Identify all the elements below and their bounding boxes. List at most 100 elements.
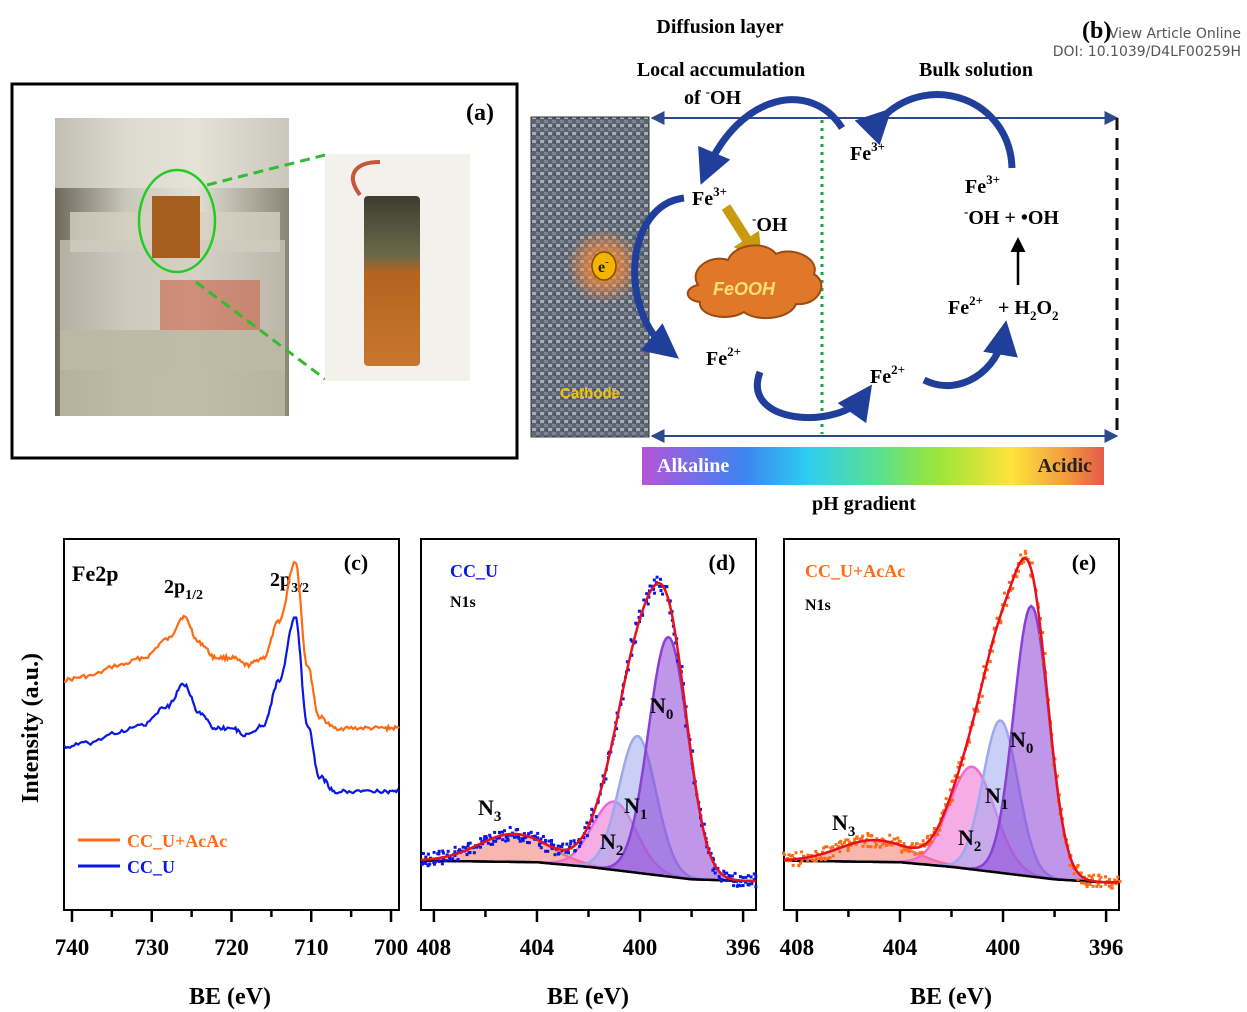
data-point [475,845,479,849]
data-point [859,837,862,841]
data-point [846,846,850,850]
data-point [486,841,490,845]
data-point [529,830,533,834]
data-point [556,844,560,848]
data-point [838,850,842,854]
data-point [433,862,436,866]
data-point [544,838,547,842]
data-point [553,853,557,857]
chart-e-subtitle: N1s [805,597,831,614]
data-point [1076,878,1080,882]
data-point [465,853,469,857]
data-point [1076,863,1080,867]
data-point [684,724,688,728]
chart-d-plot [420,575,758,889]
data-point [645,592,649,596]
data-point [806,858,810,862]
data-point [550,839,554,842]
peak-label-2p12: 2p1/2 [164,576,203,603]
chart-d-title: CC_U [450,561,498,581]
data-point [791,863,795,867]
data-point [794,851,798,855]
data-point [625,660,629,664]
data-point [561,842,565,846]
data-point [787,853,791,857]
data-point [1041,631,1045,635]
series-line-cc-u [63,616,400,795]
data-point [907,850,911,853]
background-line [421,859,756,883]
data-point [648,584,652,588]
data-point [432,860,436,864]
data-point [604,777,608,781]
data-point [479,837,483,841]
data-point [1071,866,1075,870]
x-tick-label: 408 [780,935,815,960]
legend-label-cc-u-acac: CC_U+AcAc [127,831,227,851]
data-point [585,821,589,825]
component-fill-n2 [784,766,1119,883]
x-tick-label: 740 [55,935,90,960]
data-point [494,839,498,843]
data-point [948,788,952,792]
data-point [547,839,551,843]
local-accumulation-line2: of -OH [684,84,742,109]
data-point [951,798,955,802]
data-point [866,832,870,835]
data-point [996,616,1000,620]
chart-c-title: Fe2p [72,561,118,586]
data-point [1079,871,1083,875]
data-point [466,842,470,846]
data-point [587,826,591,830]
data-point [736,883,740,887]
chart-e-label-n1: N1 [985,783,1008,813]
chart-e-label-n3: N3 [832,810,855,840]
data-point [492,839,496,843]
data-point [1110,886,1114,890]
data-point [1079,881,1083,885]
watermark-doi[interactable]: DOI: 10.1039/D4LF00259H [1052,44,1241,60]
data-point [957,776,961,780]
data-point [990,649,994,653]
data-point [582,836,586,840]
data-point [726,878,729,882]
data-point [992,626,996,630]
data-point [1009,588,1013,592]
data-point [482,838,486,842]
data-point [424,855,428,859]
data-point [732,884,736,888]
data-point [1097,873,1101,877]
electron [591,251,617,281]
chart-d-subtitle: N1s [450,594,476,611]
data-point [466,844,470,848]
chart-e-xlabel: BE (eV) [910,984,992,1010]
data-point [498,836,501,840]
data-point [975,707,979,711]
data-point [866,845,870,848]
x-tick-label: 404 [520,935,555,960]
data-point [723,871,727,875]
data-point [841,844,844,848]
chart-e-title: CC_U+AcAc [805,561,905,581]
fe2-label-1: Fe2+ [706,344,741,370]
diffusion-layer-label: Diffusion layer [656,16,783,38]
data-point [782,851,785,855]
panel-b: Diffusion layer Local accumulation of -O… [530,16,1119,515]
data-point [731,874,734,878]
data-point [810,858,814,862]
data-point [1099,875,1103,879]
data-point [1022,560,1026,564]
chart-d-x-ticks: 408 404 400 396 [417,910,760,960]
data-point [515,835,519,839]
data-point [921,839,925,843]
data-point [819,856,823,860]
data-point [504,835,508,839]
data-point [848,840,852,844]
watermark-view-article[interactable]: View Article Online [1108,26,1241,42]
data-point [948,802,952,806]
data-point [493,830,497,834]
data-point [725,871,729,875]
data-point [572,839,576,843]
data-point [1024,551,1028,555]
data-point [421,852,425,855]
